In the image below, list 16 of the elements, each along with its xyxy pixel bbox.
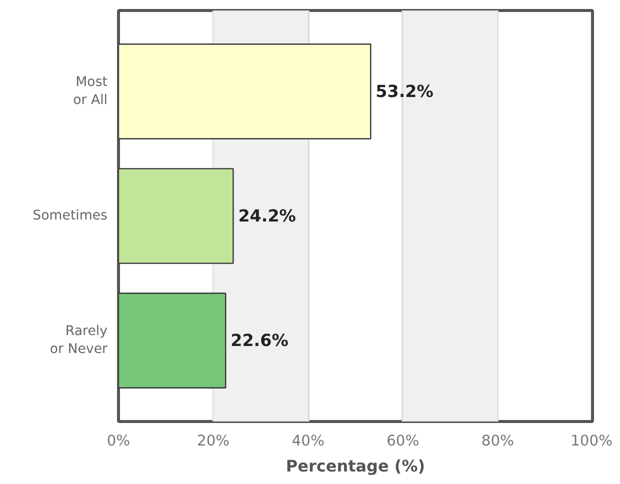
bar: [118, 44, 372, 140]
data-label: 22.6%: [230, 331, 289, 350]
x-tick-label: 20%: [197, 432, 230, 450]
data-label: 53.2%: [376, 82, 434, 101]
x-axis-title: Percentage (%): [286, 456, 426, 476]
y-tick-label: Rarely or Never: [50, 324, 108, 358]
x-tick-label: 40%: [292, 432, 324, 450]
bar: [118, 168, 234, 264]
y-tick-label: Most or All: [73, 74, 108, 108]
data-label: 24.2%: [238, 206, 296, 226]
x-tick-label: 0%: [106, 432, 130, 450]
x-tick-label: 60%: [386, 432, 420, 450]
x-tick-label: 100%: [570, 432, 613, 450]
x-tick-label: 80%: [481, 432, 514, 450]
bar: [118, 292, 226, 388]
y-tick-label: Sometimes: [32, 208, 108, 224]
